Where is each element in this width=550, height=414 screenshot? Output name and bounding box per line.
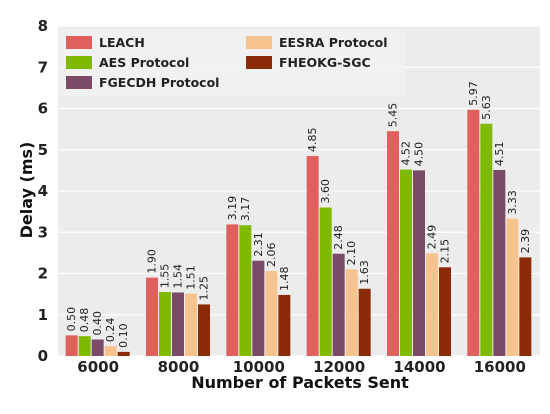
data-label: 3.19 xyxy=(226,196,239,221)
bar xyxy=(387,131,399,356)
data-label: 4.51 xyxy=(493,141,506,166)
bar xyxy=(506,218,519,356)
x-axis-title: Number of Packets Sent xyxy=(191,373,409,392)
data-label: 3.17 xyxy=(239,197,252,222)
data-label: 2.31 xyxy=(252,232,265,257)
bar xyxy=(467,109,480,356)
y-tick-label: 6 xyxy=(38,100,48,118)
data-label: 2.48 xyxy=(332,225,345,250)
y-axis-ticks: 0 1 2 3 4 5 6 7 8 xyxy=(38,17,48,365)
bar xyxy=(480,123,493,356)
bar xyxy=(413,170,425,356)
legend-label: AES Protocol xyxy=(99,55,189,70)
y-tick-label: 0 xyxy=(38,347,48,365)
data-label: 3.33 xyxy=(506,190,519,215)
legend-label: LEACH xyxy=(99,35,145,50)
y-tick-label: 8 xyxy=(38,17,48,35)
data-label: 5.45 xyxy=(387,103,400,128)
x-tick-label: 8000 xyxy=(158,358,200,376)
legend-swatch xyxy=(246,56,272,69)
y-tick-label: 3 xyxy=(38,223,48,241)
legend-swatch xyxy=(66,56,92,69)
bar xyxy=(198,304,210,356)
bar xyxy=(319,207,332,356)
y-tick-label: 4 xyxy=(38,182,48,200)
bar xyxy=(78,336,91,356)
data-label: 1.90 xyxy=(146,249,159,274)
bar xyxy=(358,288,371,356)
bar xyxy=(91,339,104,356)
data-label: 2.15 xyxy=(439,239,452,264)
bar xyxy=(117,351,130,356)
data-label: 5.63 xyxy=(480,95,493,120)
legend-label: FGECDH Protocol xyxy=(99,75,219,90)
x-tick-label: 16000 xyxy=(474,358,526,376)
data-label: 2.49 xyxy=(426,225,439,250)
bar xyxy=(426,253,438,356)
data-label: 0.10 xyxy=(117,323,130,348)
data-label: 0.24 xyxy=(104,318,117,343)
legend-label: FHEOKG-SGC xyxy=(279,55,371,70)
data-label: 4.85 xyxy=(306,127,319,152)
bar xyxy=(239,225,252,356)
bar xyxy=(159,292,171,356)
y-tick-label: 1 xyxy=(38,306,48,324)
bar xyxy=(278,294,291,356)
data-label: 0.50 xyxy=(65,307,78,332)
bars-group xyxy=(65,109,532,356)
data-label: 1.63 xyxy=(358,260,371,285)
data-label: 1.54 xyxy=(172,264,185,289)
legend-swatch xyxy=(66,76,92,89)
data-label: 3.60 xyxy=(319,179,332,204)
bar xyxy=(146,277,158,356)
bar xyxy=(104,346,117,356)
legend: LEACH AES Protocol FGECDH Protocol EESRA Pr… xyxy=(60,30,405,96)
y-tick-label: 2 xyxy=(38,265,48,283)
data-label: 1.25 xyxy=(198,276,211,301)
data-label: 2.06 xyxy=(265,243,278,268)
data-label: 2.39 xyxy=(519,229,532,254)
bar xyxy=(345,269,358,356)
x-axis-ticks: 6000 8000 10000 12000 14000 16000 xyxy=(77,358,526,376)
y-tick-label: 7 xyxy=(38,58,48,76)
bar xyxy=(439,267,451,356)
bar xyxy=(172,292,184,356)
bar xyxy=(400,169,412,356)
bar xyxy=(332,253,345,356)
data-label: 1.55 xyxy=(159,264,172,289)
bar xyxy=(65,335,78,356)
bar xyxy=(185,293,197,356)
bar xyxy=(519,257,532,356)
data-label: 0.40 xyxy=(91,311,104,336)
legend-swatch xyxy=(66,36,92,49)
data-label: 1.51 xyxy=(185,265,198,290)
bar xyxy=(226,224,239,356)
x-tick-label: 10000 xyxy=(233,358,285,376)
y-tick-label: 5 xyxy=(38,141,48,159)
data-labels-group: 0.50 0.48 0.40 0.24 0.10 1.901.55 1.54 1.51 1.25… xyxy=(65,81,532,348)
bar xyxy=(306,155,319,356)
legend-label: EESRA Protocol xyxy=(279,35,388,50)
data-label: 0.48 xyxy=(78,308,91,333)
data-label: 4.52 xyxy=(400,141,413,166)
data-label: 5.97 xyxy=(467,81,480,106)
x-tick-label: 14000 xyxy=(393,358,445,376)
bar xyxy=(252,260,265,356)
bar xyxy=(265,271,278,356)
data-label: 1.48 xyxy=(278,266,291,291)
x-tick-label: 6000 xyxy=(77,358,119,376)
y-axis-title: Delay (ms) xyxy=(17,142,36,239)
bar xyxy=(493,169,506,356)
legend-swatch xyxy=(246,36,272,49)
data-label: 2.10 xyxy=(345,241,358,266)
x-tick-label: 12000 xyxy=(313,358,365,376)
legend-box xyxy=(60,30,405,96)
data-label: 4.50 xyxy=(413,142,426,167)
